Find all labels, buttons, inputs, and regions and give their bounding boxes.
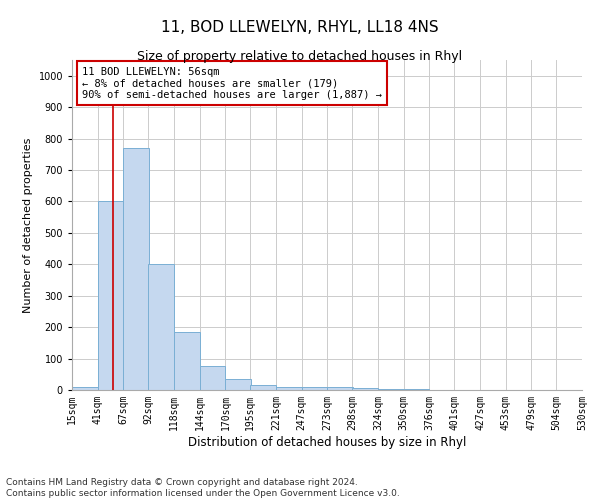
Bar: [98, 202, 124, 390]
Bar: [276, 387, 302, 390]
Text: 11 BOD LLEWELYN: 56sqm
← 8% of detached houses are smaller (179)
90% of semi-det: 11 BOD LLEWELYN: 56sqm ← 8% of detached …: [82, 66, 382, 100]
Bar: [352, 388, 378, 390]
Bar: [124, 148, 149, 390]
X-axis label: Distribution of detached houses by size in Rhyl: Distribution of detached houses by size …: [188, 436, 466, 448]
Text: Contains HM Land Registry data © Crown copyright and database right 2024.
Contai: Contains HM Land Registry data © Crown c…: [6, 478, 400, 498]
Bar: [250, 386, 276, 390]
Bar: [148, 264, 174, 390]
Bar: [226, 379, 251, 390]
Y-axis label: Number of detached properties: Number of detached properties: [23, 138, 33, 312]
Bar: [302, 387, 328, 390]
Text: Size of property relative to detached houses in Rhyl: Size of property relative to detached ho…: [137, 50, 463, 63]
Bar: [174, 332, 200, 390]
Bar: [72, 387, 98, 390]
Bar: [328, 387, 353, 390]
Bar: [200, 366, 226, 390]
Text: 11, BOD LLEWELYN, RHYL, LL18 4NS: 11, BOD LLEWELYN, RHYL, LL18 4NS: [161, 20, 439, 35]
Bar: [378, 389, 404, 390]
